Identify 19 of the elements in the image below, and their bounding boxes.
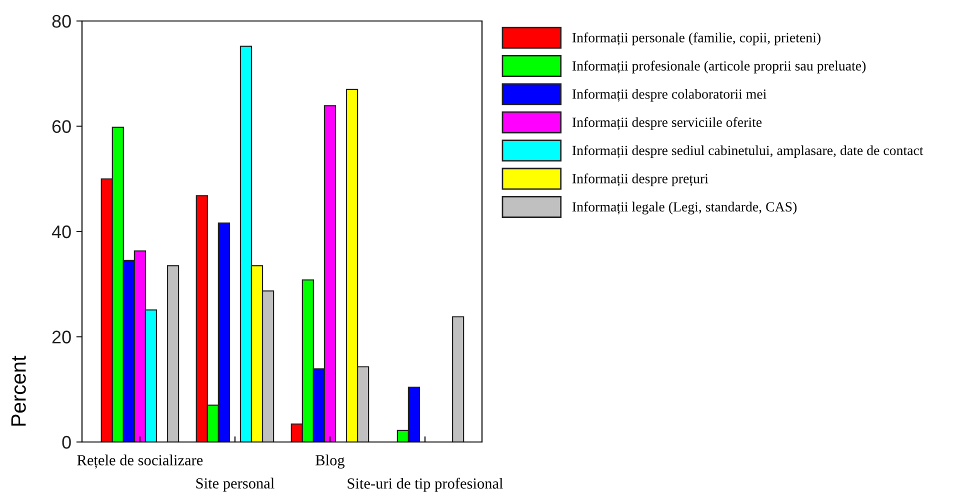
- x-tick-label: Rețele de socializare: [77, 454, 203, 468]
- bar: [166, 265, 180, 442]
- legend-label: Informații despre prețuri: [572, 173, 708, 186]
- y-tick-label: 40: [52, 225, 71, 238]
- legend-label: Informații despre colaboratorii mei: [572, 88, 766, 102]
- legend-label: Informații personale (familie, copii, prieteni): [572, 32, 820, 46]
- y-tick-label: 20: [52, 330, 71, 344]
- y-tick-label: 80: [52, 14, 71, 28]
- legend-label: Informații legale (Legi, standarde, CAS): [572, 202, 797, 214]
- legend-label: Informații profesionale (articole proprii sau preluate): [572, 60, 866, 74]
- y-tick-label: 60: [52, 120, 71, 133]
- legend-label: Informații despre sediul cabinetului, amplasare, date de contact: [572, 145, 924, 158]
- bar: [452, 316, 464, 442]
- y-axis-title: Percent: [11, 356, 26, 426]
- x-tick-label: Site personal: [196, 478, 274, 492]
- x-tick-label: Site-uri de tip profesional: [348, 478, 503, 492]
- legend-label: Informații despre serviciile oferite: [572, 117, 762, 130]
- x-tick-label: Blog: [316, 454, 345, 469]
- y-tick-label: 0: [62, 436, 71, 449]
